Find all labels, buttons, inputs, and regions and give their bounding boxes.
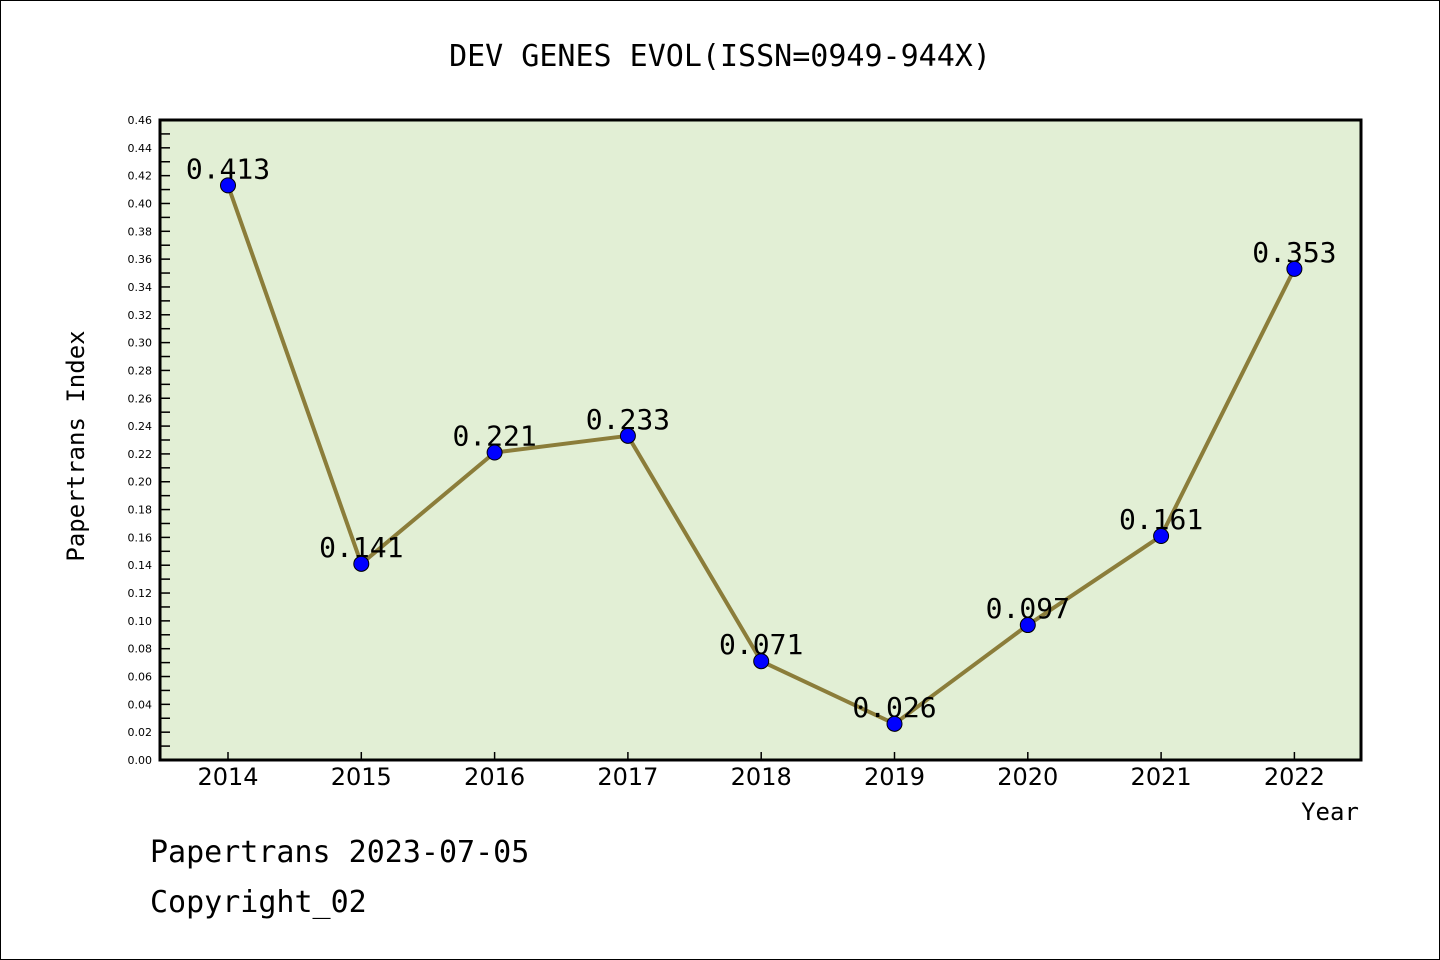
footer-copyright: Copyright_02	[150, 885, 367, 920]
y-tick-label: 0.30	[128, 337, 153, 350]
x-tick-label: 2014	[197, 763, 258, 791]
footer-date: Papertrans 2023-07-05	[150, 835, 530, 870]
y-tick-label: 0.00	[128, 754, 153, 767]
y-tick-label: 0.34	[128, 281, 153, 294]
y-axis-label: Papertrans Index	[62, 330, 90, 561]
data-point	[886, 715, 903, 732]
x-tick-label: 2021	[1131, 763, 1192, 791]
y-tick-label: 0.26	[128, 392, 153, 405]
x-tick-label: 2022	[1264, 763, 1325, 791]
data-point	[1019, 617, 1036, 634]
plot-border	[158, 118, 1363, 762]
y-tick-label: 0.20	[128, 476, 153, 489]
y-tick-label: 0.22	[128, 448, 153, 461]
y-tick-label: 0.40	[128, 197, 153, 210]
y-tick-label: 0.04	[128, 698, 153, 711]
data-point	[1286, 260, 1303, 277]
x-tick-label: 2015	[331, 763, 392, 791]
y-tick-label: 0.42	[128, 170, 153, 183]
y-tick-label: 0.24	[128, 420, 153, 433]
x-axis-label: Year	[1301, 798, 1359, 826]
chart-title: DEV GENES EVOL(ISSN=0949-944X)	[449, 39, 991, 74]
x-tick-label: 2017	[597, 763, 658, 791]
x-tick-label: 2020	[997, 763, 1058, 791]
y-tick-label: 0.46	[128, 114, 153, 127]
y-tick-label: 0.32	[128, 309, 153, 322]
data-point	[753, 653, 770, 670]
data-point	[619, 427, 636, 444]
y-tick-label: 0.18	[128, 504, 153, 517]
x-tick-label: 2019	[864, 763, 925, 791]
y-tick-label: 0.10	[128, 615, 153, 628]
data-point	[1153, 528, 1170, 544]
data-point	[486, 444, 503, 461]
x-tick-label: 2016	[464, 763, 525, 791]
y-tick-label: 0.02	[128, 726, 153, 739]
y-tick-label: 0.08	[128, 643, 153, 656]
data-point	[220, 177, 236, 194]
y-tick-label: 0.06	[128, 671, 153, 684]
y-tick-label: 0.16	[128, 531, 153, 544]
data-point	[353, 555, 370, 572]
y-tick-label: 0.38	[128, 225, 153, 238]
y-tick-label: 0.14	[128, 559, 153, 572]
y-tick-label: 0.44	[128, 142, 153, 155]
y-tick-label: 0.28	[128, 364, 153, 377]
y-tick-label: 0.36	[128, 253, 153, 266]
y-tick-label: 0.12	[128, 587, 153, 600]
x-tick-label: 2018	[731, 763, 792, 791]
